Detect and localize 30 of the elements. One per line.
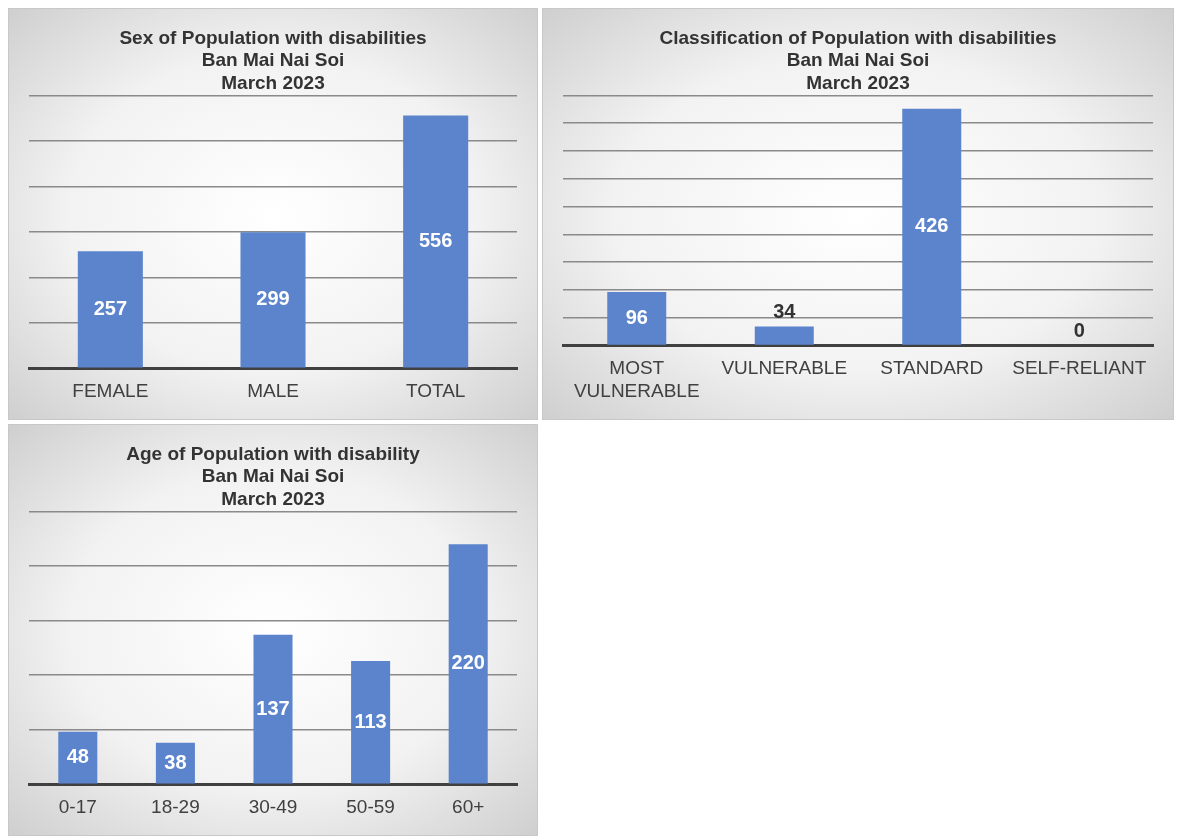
chart-title: Sex of Population with disabilities Ban Mai Nai Soi March 2023 [119,26,427,94]
x-tick-label: STANDARD [880,357,984,379]
chart-title: Classification of Population with disabilities Ban Mai Nai Soi March 2023 [659,26,1057,94]
bar [253,634,293,784]
x-tick-label: 30-49 [248,795,298,817]
x-tick-label: VULNERABLE [721,357,848,379]
data-label: 220 [451,651,485,674]
data-label: 34 [773,300,797,323]
bar [351,660,391,784]
x-tick-label: 18-29 [151,795,200,817]
x-tick-label: MOST VULNERABLE [573,357,700,401]
data-label: 96 [625,305,648,328]
x-tick-label: MALE [247,379,299,401]
data-label: 48 [66,745,89,768]
x-tick-label: SELF-RELIANT [1012,357,1147,379]
data-label: 113 [354,709,387,732]
data-label: 426 [915,214,949,237]
data-label: 38 [164,750,187,773]
x-tick-label: 50-59 [346,795,395,817]
data-label: 0 [1073,318,1085,341]
x-tick-label: FEMALE [72,379,149,401]
data-label: 299 [256,287,290,310]
chart-title: Age of Population with disability Ban Mai Nai Soi March 2023 [126,442,421,510]
data-label: 137 [256,696,290,719]
data-label: 257 [93,296,128,319]
data-label: 556 [418,228,453,251]
x-tick-label: 0-17 [58,795,97,817]
x-tick-label: TOTAL [405,379,466,401]
bar [448,544,488,784]
x-tick-label: 60+ [452,795,485,817]
